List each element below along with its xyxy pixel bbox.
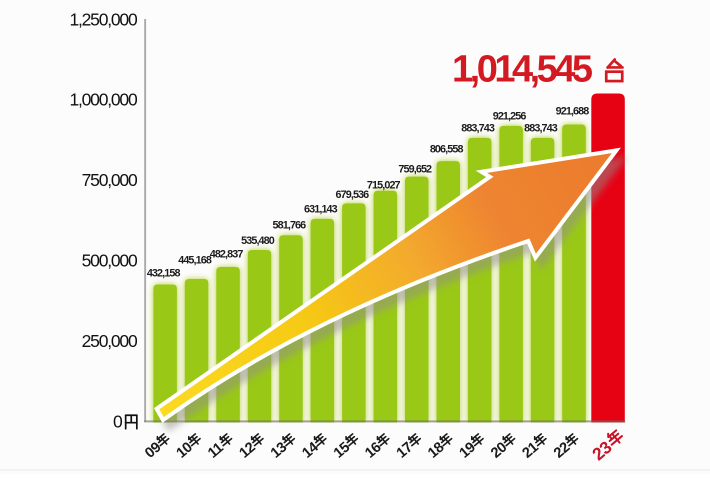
svg-text:750,000: 750,000 bbox=[82, 170, 138, 190]
svg-text:535,480: 535,480 bbox=[241, 235, 275, 247]
svg-text:806,558: 806,558 bbox=[430, 144, 464, 156]
svg-text:250,000: 250,000 bbox=[82, 331, 138, 351]
svg-text:883,743: 883,743 bbox=[524, 122, 558, 134]
svg-text:759,652: 759,652 bbox=[398, 163, 432, 175]
svg-text:715,027: 715,027 bbox=[367, 180, 401, 192]
svg-text:631,143: 631,143 bbox=[304, 204, 338, 216]
svg-text:1,014,545: 1,014,545 bbox=[452, 49, 593, 91]
svg-text:500,000: 500,000 bbox=[82, 251, 138, 271]
svg-text:921,256: 921,256 bbox=[493, 110, 527, 122]
svg-text:679,536: 679,536 bbox=[336, 189, 370, 201]
svg-text:921,688: 921,688 bbox=[556, 105, 590, 117]
svg-text:482,837: 482,837 bbox=[210, 248, 244, 260]
svg-text:432,158: 432,158 bbox=[147, 267, 181, 279]
svg-text:581,766: 581,766 bbox=[273, 219, 307, 231]
svg-text:0: 0 bbox=[113, 411, 123, 431]
svg-text:883,743: 883,743 bbox=[461, 122, 495, 134]
svg-text:1,000,000: 1,000,000 bbox=[69, 90, 138, 110]
svg-text:445,168: 445,168 bbox=[178, 255, 212, 267]
svg-text:1,250,000: 1,250,000 bbox=[69, 9, 138, 29]
